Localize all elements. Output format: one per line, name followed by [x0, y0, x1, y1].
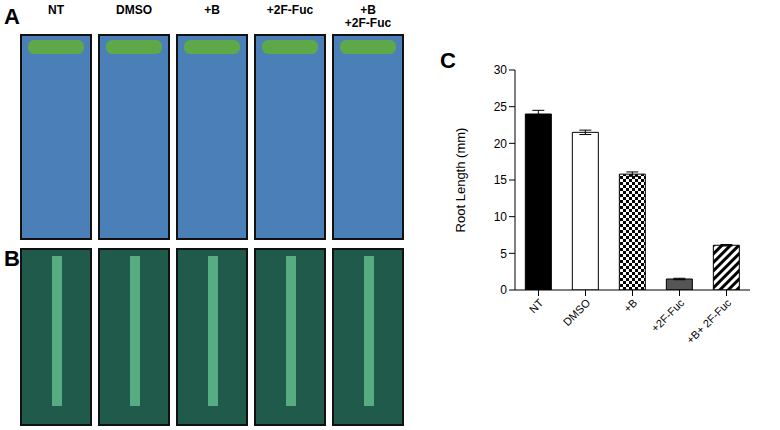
svg-text:0: 0: [500, 283, 507, 297]
html-text:+2F-Fuc: +2F-Fuc: [266, 3, 314, 17]
svg-text:NT: NT: [527, 296, 546, 315]
html-text:NT: NT: [48, 3, 64, 17]
html-text:+B: +B: [204, 3, 220, 17]
svg-text:DMSO: DMSO: [561, 296, 593, 328]
html-text:B: B: [4, 246, 20, 271]
svg-text:15: 15: [494, 173, 508, 187]
svg-text:+2F-Fuc: +2F-Fuc: [649, 296, 687, 334]
svg-text:20: 20: [494, 137, 508, 151]
svg-text:30: 30: [494, 63, 508, 77]
svg-text:+B: +B: [621, 296, 639, 314]
svg-text:5: 5: [500, 247, 507, 261]
svg-text:Root Length (mm): Root Length (mm): [453, 128, 468, 233]
html-text:C: C: [440, 48, 456, 73]
html-text:DMSO: DMSO: [116, 3, 152, 17]
svg-text:25: 25: [494, 100, 508, 114]
html-text:+B: +B: [360, 3, 376, 17]
html-text:+2F-Fuc: +2F-Fuc: [344, 16, 392, 30]
html-text:A: A: [4, 4, 20, 29]
svg-text:+B+ 2F-Fuc: +B+ 2F-Fuc: [684, 296, 734, 346]
svg-text:10: 10: [494, 210, 508, 224]
